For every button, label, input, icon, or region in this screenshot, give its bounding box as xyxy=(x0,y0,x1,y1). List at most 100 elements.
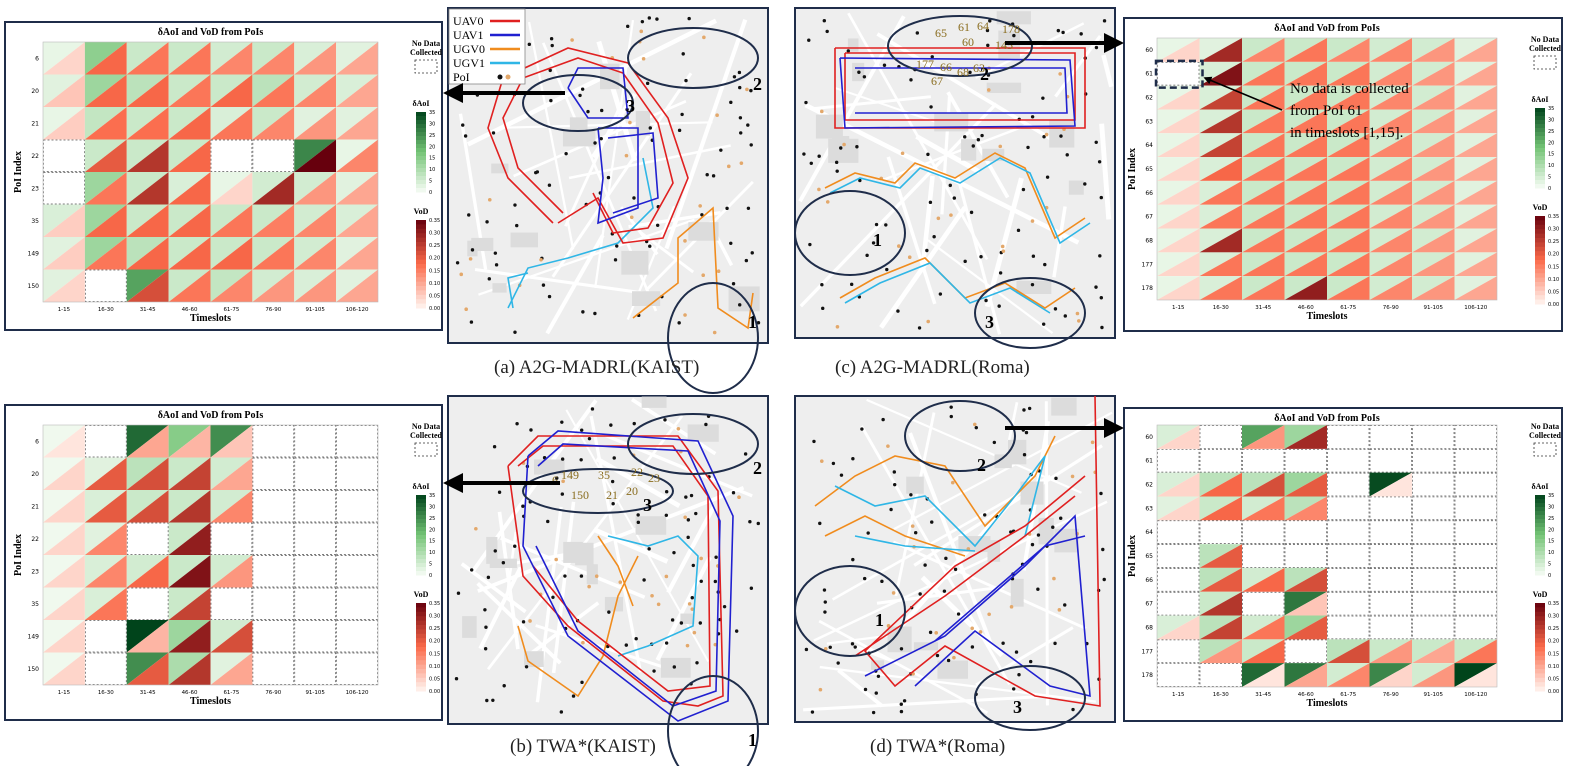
map-road xyxy=(984,177,1024,308)
heatmap-vod-triangle xyxy=(126,139,169,172)
poi-dot xyxy=(731,491,736,495)
heatmap-vod-triangle xyxy=(43,269,85,302)
poi-dot xyxy=(634,637,638,641)
heatmap-poi-tick: 150 xyxy=(28,666,40,673)
heatmap-timeslot-tick: 16-30 xyxy=(1213,692,1229,698)
poi-dot xyxy=(809,161,813,165)
poi-dot xyxy=(687,16,691,21)
poi-dot xyxy=(1100,325,1104,330)
poi-dot-collected xyxy=(1001,249,1006,253)
vod-colorbar-segment xyxy=(416,242,426,247)
vod-colorbar-segment xyxy=(416,616,426,622)
poi-dot xyxy=(571,694,576,698)
map-road xyxy=(811,95,932,111)
poi-dot xyxy=(470,248,475,252)
aoi-colorbar-segment xyxy=(416,144,426,149)
aoi-colorbar-segment xyxy=(416,128,426,133)
poi-dot xyxy=(998,271,1003,275)
poi-dot xyxy=(926,152,930,157)
heatmap-timeslot-tick: 106-120 xyxy=(346,690,369,696)
heatmap-timeslot-tick: 31-45 xyxy=(140,307,156,313)
region-ellipse xyxy=(887,15,1033,77)
heatmap-vod-triangle xyxy=(252,204,295,237)
heatmap-cell-empty xyxy=(336,457,378,490)
poi-dot xyxy=(918,592,922,596)
map-building xyxy=(994,454,1012,469)
heatmap-vod-triangle xyxy=(1157,228,1200,253)
heatmap-aoi-triangle xyxy=(1369,252,1412,277)
poi-dot xyxy=(1099,296,1104,300)
heatmap-timeslot-tick: 46-60 xyxy=(1298,692,1314,698)
aoi-colorbar-segment xyxy=(1535,535,1545,540)
poi-dot xyxy=(851,457,855,461)
poi-dot xyxy=(876,674,881,679)
heatmap-title: δAoI and VoD from PoIs xyxy=(158,27,264,38)
heatmap-cell-empty xyxy=(210,522,253,555)
poi-dot xyxy=(501,561,506,565)
poi-dot xyxy=(738,116,743,120)
poi-dot xyxy=(731,282,736,286)
heatmap-aoi-triangle xyxy=(1242,38,1285,62)
poi-dot xyxy=(946,658,951,663)
route-orange xyxy=(814,435,1056,528)
poi-dot xyxy=(711,174,716,178)
heatmap-cell-empty xyxy=(1369,425,1412,449)
vod-colorbar-segment xyxy=(416,682,426,688)
heatmap-vod-triangle xyxy=(1412,228,1455,253)
heatmap-vod-triangle xyxy=(1454,157,1497,181)
poi-dot xyxy=(748,520,752,524)
heatmap-poi-tick: 35 xyxy=(31,601,39,608)
poi-dot xyxy=(749,143,753,147)
route-blue xyxy=(839,57,1076,129)
map-road xyxy=(545,234,605,335)
heatmap-vod-triangle xyxy=(1157,615,1200,640)
heatmap-d: δAoI and VoD from PoIs 60 61 62 63 64 65 66 67 68… xyxy=(1123,407,1563,722)
route-red xyxy=(517,445,711,692)
heatmap-vod-triangle xyxy=(294,107,337,140)
poi-dot xyxy=(684,78,688,83)
region-ellipse xyxy=(904,400,1016,472)
poi-dot xyxy=(971,144,975,148)
heatmap-vod-triangle xyxy=(168,652,211,685)
heatmap-cell-empty xyxy=(252,522,295,555)
connector-arrows xyxy=(443,33,1124,493)
poi-dot-collected xyxy=(1077,319,1081,323)
aoi-colorbar-segment xyxy=(1535,531,1545,536)
poi-dot-collected xyxy=(926,319,931,324)
vod-colorbar-segment xyxy=(416,281,426,287)
aoi-colorbar-tick: 35 xyxy=(429,493,435,499)
map-road xyxy=(551,501,576,674)
aoi-colorbar-segment xyxy=(1535,507,1545,512)
poi-dot-collected xyxy=(891,591,896,595)
poi-dot xyxy=(551,595,555,599)
aoi-colorbar-segment xyxy=(416,148,426,153)
heatmap-vod-triangle xyxy=(43,652,85,685)
poi-dot xyxy=(932,235,936,239)
caption-b: (b) TWA*(KAIST) xyxy=(510,736,656,757)
heatmap-cell-empty xyxy=(1454,448,1497,473)
heatmap-cell-empty xyxy=(210,139,253,172)
heatmap-timeslot-tick: 61-75 xyxy=(1340,692,1356,698)
aoi-colorbar-segment xyxy=(1535,567,1545,572)
poi-dot xyxy=(686,535,690,540)
poi-dot xyxy=(871,710,876,715)
poi-dot xyxy=(722,604,727,609)
no-data-label: No Data xyxy=(1531,422,1559,431)
region-label: 3 xyxy=(643,495,652,515)
heatmap-timeslot-tick: 91-105 xyxy=(305,307,325,313)
aoi-colorbar-segment xyxy=(416,519,426,524)
vod-colorbar-tick: 0.00 xyxy=(1548,302,1559,308)
vod-colorbar-tick: 0.15 xyxy=(429,651,440,657)
poi-dot xyxy=(636,520,641,525)
aoi-colorbar-tick: 20 xyxy=(1548,527,1554,533)
poi-dot xyxy=(1030,542,1035,547)
heatmap-cell-empty xyxy=(252,457,295,490)
map-building xyxy=(815,114,843,139)
poi-dot-collected xyxy=(835,324,840,329)
vod-colorbar-segment xyxy=(1535,246,1545,252)
heatmap-cell-empty xyxy=(43,172,85,205)
heatmap-vod-triangle xyxy=(210,74,253,107)
heatmap-aoi-triangle xyxy=(1327,180,1370,205)
vod-colorbar-segment xyxy=(416,625,426,630)
